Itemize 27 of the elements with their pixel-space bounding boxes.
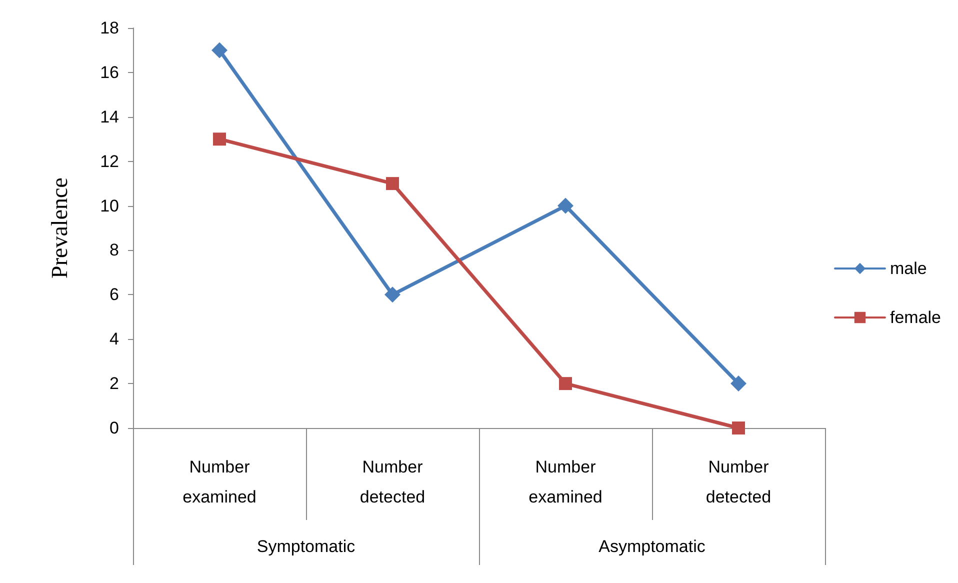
y-axis-title: Prevalence bbox=[47, 178, 72, 278]
point bbox=[559, 377, 572, 390]
point bbox=[384, 286, 400, 303]
y-tick-label: 2 bbox=[110, 374, 119, 394]
x-tick-label: Number detected bbox=[706, 458, 772, 506]
point bbox=[558, 198, 574, 214]
text: Symptomatic bbox=[256, 537, 356, 556]
y-tick-label: 8 bbox=[110, 240, 119, 260]
y-tick-label: 16 bbox=[100, 62, 119, 82]
point bbox=[213, 132, 226, 146]
y-tick-label: 4 bbox=[110, 330, 119, 349]
y-tick-label: 18 bbox=[100, 18, 119, 38]
y-tick-label: 12 bbox=[100, 152, 119, 171]
y-tick-label: 0 bbox=[110, 418, 119, 438]
x-tick-label: Number detected bbox=[360, 458, 426, 506]
y-tick-label: 6 bbox=[110, 285, 119, 304]
legend-label: female bbox=[890, 308, 942, 327]
point bbox=[732, 422, 745, 434]
y-tick-label: 14 bbox=[100, 107, 119, 126]
legend-label: male bbox=[890, 259, 927, 278]
point bbox=[730, 376, 746, 392]
x-tick-label: Number examined bbox=[528, 458, 602, 506]
text: Asymptomatic bbox=[598, 537, 706, 556]
point bbox=[386, 177, 399, 190]
y-tick-label: 10 bbox=[100, 196, 119, 216]
x-tick-label: Number examined bbox=[182, 458, 256, 506]
point bbox=[212, 42, 228, 58]
